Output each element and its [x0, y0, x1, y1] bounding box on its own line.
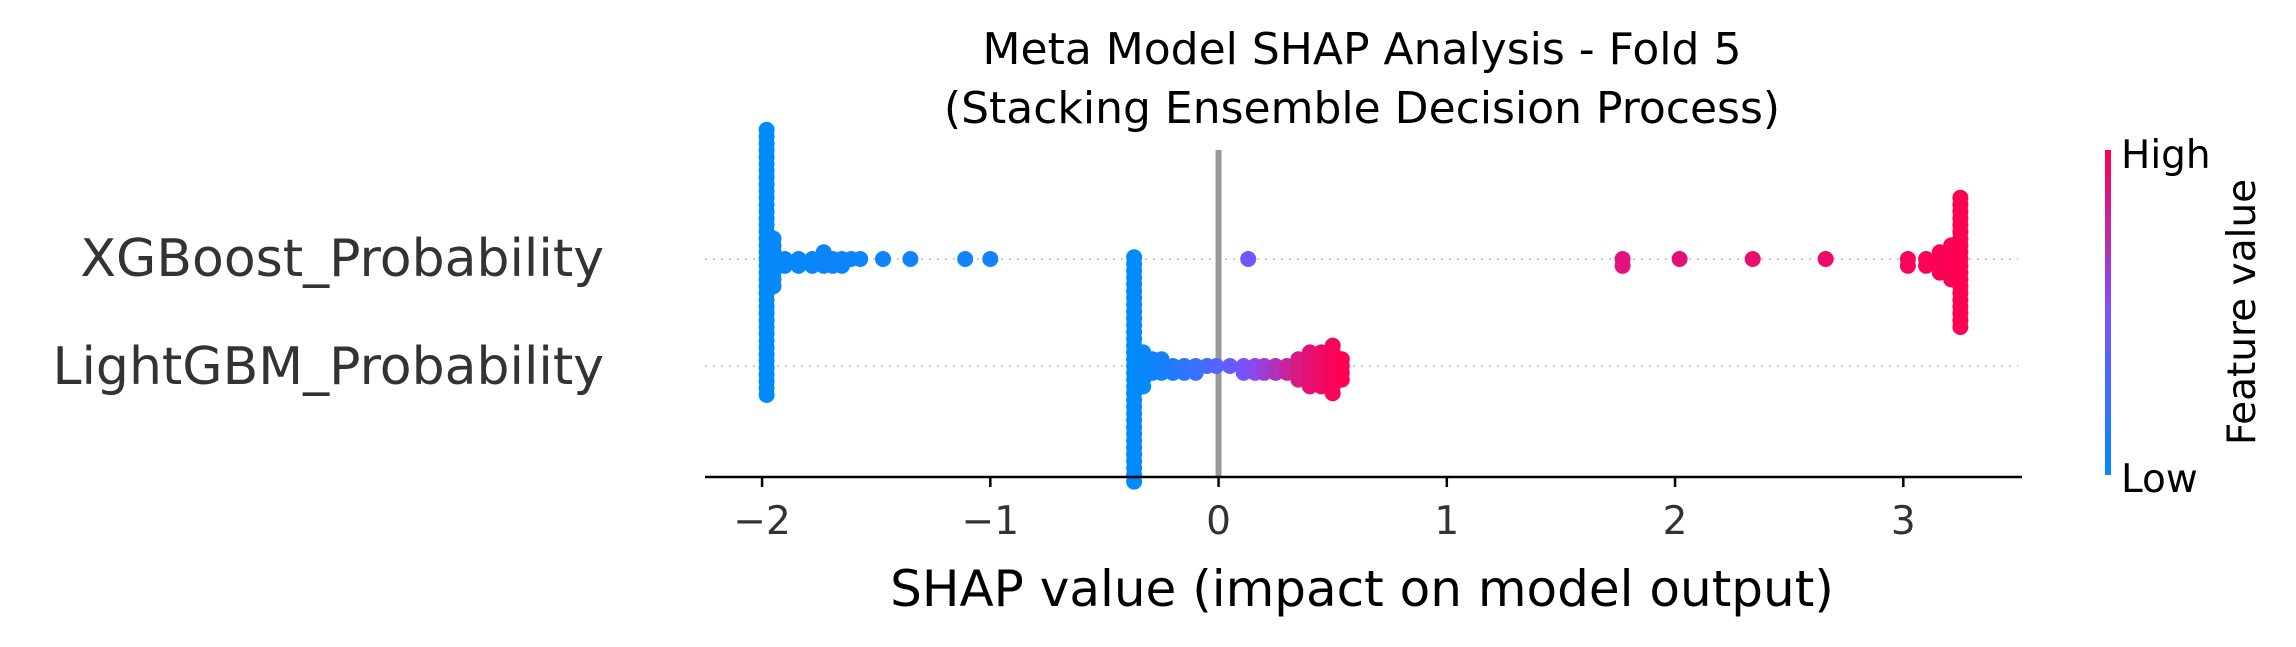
shap-dot — [875, 251, 891, 267]
shap-dot — [1324, 385, 1341, 402]
shap-dot — [1918, 257, 1935, 274]
x-tick-label: −1 — [962, 499, 1020, 544]
shap-dot — [1135, 378, 1152, 395]
shap-dots — [758, 121, 1969, 490]
shap-dot — [758, 121, 775, 138]
shap-dot — [902, 251, 919, 267]
shap-dot — [1324, 337, 1341, 354]
colorbar-low-label: Low — [2121, 457, 2198, 502]
x-tick-label: 0 — [1206, 499, 1231, 544]
x-axis-label: SHAP value (impact on model output) — [890, 560, 1834, 618]
shap-dot — [1290, 351, 1307, 368]
shap-dot — [1614, 257, 1631, 274]
x-tick-label: 1 — [1434, 499, 1459, 544]
shap-dot — [1240, 251, 1257, 267]
shap-dot — [1744, 251, 1761, 267]
shap-dot — [982, 251, 999, 267]
shap-dot — [1952, 319, 1969, 335]
feature-label-lightgbm: LightGBM_Probability — [53, 337, 604, 397]
shap-dot — [852, 251, 869, 267]
shap-dot — [776, 257, 793, 274]
x-axis-ticks: −2 −1 0 1 2 3 — [733, 477, 1916, 544]
shap-dot — [765, 278, 782, 295]
shap-dot — [1952, 189, 1969, 206]
feature-label-xgboost: XGBoost_Probability — [80, 229, 604, 289]
shap-dot — [1290, 371, 1307, 388]
shap-dot — [1899, 257, 1916, 274]
shap-dot — [1208, 358, 1225, 374]
shap-dot — [765, 230, 782, 247]
x-tick-label: 2 — [1663, 499, 1688, 544]
shap-dot — [1222, 358, 1238, 374]
x-tick-label: −2 — [733, 499, 791, 544]
shap-dot — [1333, 351, 1350, 368]
shap-dot — [957, 251, 974, 267]
colorbar-title: Feature value — [2220, 179, 2265, 445]
shap-dot — [1126, 249, 1143, 266]
shap-dot — [758, 387, 775, 403]
colorbar-high-label: High — [2121, 133, 2211, 178]
x-tick-label: 3 — [1891, 499, 1916, 544]
shap-dot — [790, 257, 807, 274]
shap-dot — [1817, 251, 1834, 267]
chart-title-line-1: Meta Model SHAP Analysis - Fold 5 — [983, 24, 1742, 75]
shap-dot — [1333, 371, 1350, 388]
colorbar — [2105, 150, 2111, 475]
chart-title-line-2: (Stacking Ensemble Decision Process) — [944, 83, 1780, 134]
shap-dot — [1671, 251, 1688, 267]
